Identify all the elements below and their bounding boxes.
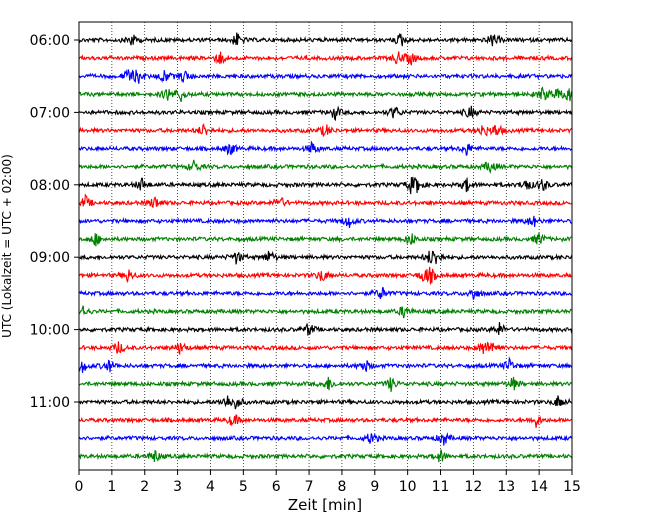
trace-row [78,395,573,410]
trace-row [78,341,573,356]
trace-row [78,376,573,392]
trace-row [78,414,573,428]
trace-row [78,105,573,122]
trace-row [78,32,573,47]
x-tick-label: 15 [563,479,581,495]
x-tick-label: 8 [337,479,346,495]
trace-row [78,193,573,209]
x-tick-label: 0 [75,479,84,495]
x-axis-label: Zeit [min] [288,496,362,514]
plot-frame [78,21,573,471]
y-tick-label: 06:00 [30,33,70,49]
trace-row [78,250,573,265]
trace-row [78,159,573,175]
trace-row [78,215,573,229]
y-axis-label: UTC (Lokalzeit = UTC + 02:00) [0,154,14,338]
x-tick-label: 11 [432,479,450,495]
trace-row [78,68,573,84]
trace-row [78,51,573,66]
trace-row [78,321,573,336]
y-tick-label: 09:00 [30,250,70,266]
trace-row [78,287,573,300]
x-tick-label: 13 [497,479,515,495]
x-tick-label: 1 [107,479,116,495]
x-tick-label: 6 [272,479,281,495]
trace-row [78,305,573,319]
trace-row [78,140,573,157]
y-axis-ticks: 06:00 07:00 08:00 09:00 10:00 11:00 [30,33,79,411]
x-tick-label: 12 [464,479,482,495]
x-tick-label: 10 [399,479,417,495]
x-tick-label: 2 [140,479,149,495]
y-tick-label: 08:00 [30,178,70,194]
x-axis-ticks: 0 1 2 3 4 5 6 7 8 9 10 11 12 13 14 15 [75,470,581,495]
x-tick-label: 9 [370,479,379,495]
trace-row [78,86,573,103]
x-tick-label: 14 [530,479,548,495]
trace-row [78,431,573,446]
trace-row [78,176,573,195]
x-tick-label: 5 [239,479,248,495]
x-tick-label: 4 [206,479,215,495]
x-tick-label: 7 [305,479,314,495]
trace-row [78,356,573,373]
trace-row [78,449,573,463]
y-tick-label: 11:00 [30,395,70,411]
y-tick-label: 10:00 [30,323,70,339]
seismic-traces [78,32,573,463]
x-tick-label: 3 [173,479,182,495]
y-tick-label: 07:00 [30,105,70,121]
trace-row [78,123,573,137]
trace-row [78,232,573,247]
trace-row [78,266,573,285]
